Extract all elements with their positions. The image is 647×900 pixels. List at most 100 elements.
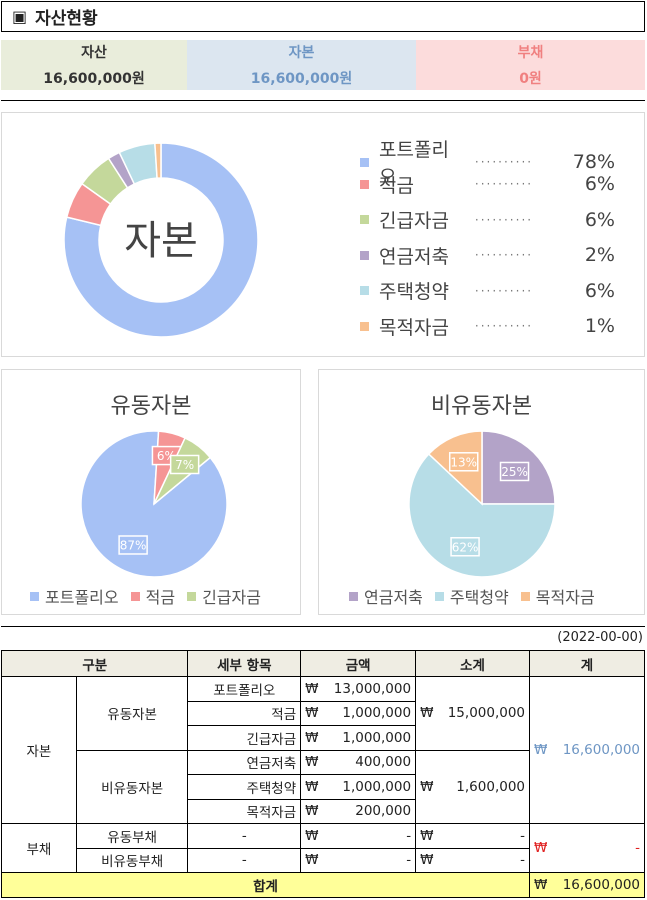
asset-table: 구분 세부 항목 금액 소계 계 자본 유동자본 포트폴리오 ₩13,000,0… xyxy=(0,650,645,898)
legend-label: 목적자금 xyxy=(535,588,595,607)
table-row: 목적자금 ₩200,000 xyxy=(2,798,645,824)
table-row: 긴급자금 ₩1,000,000 xyxy=(2,725,645,751)
table-row: 비유동부채 - ₩ - ₩ - xyxy=(2,847,645,873)
nonliquid-legend: 연금저축 주택청약 목적자금 xyxy=(349,584,595,608)
legend-swatch xyxy=(30,591,39,601)
amount-nonliquid-debt: ₩ - xyxy=(300,847,417,873)
legend-value: 6% xyxy=(584,279,615,302)
total-debt: ₩ - xyxy=(529,823,645,873)
summary-capital: 자본 16,600,000원 xyxy=(187,40,416,90)
subtotal-nonliquid-debt: ₩ - xyxy=(415,847,531,873)
header-amount: 금액 xyxy=(300,650,417,677)
legend-swatch xyxy=(360,157,369,167)
total-value: - xyxy=(635,840,640,856)
legend-label: 목적자금 xyxy=(379,316,449,339)
item-emergency: 긴급자금 xyxy=(187,725,302,751)
legend-item: 긴급자금 xyxy=(187,584,261,608)
subtotal-liquid: ₩15,000,000 xyxy=(415,676,531,751)
pie-label-box xyxy=(448,452,479,472)
summary-debt-label: 부채 xyxy=(517,45,544,61)
legend-item: 포트폴리오 ·········· 78% xyxy=(360,135,615,189)
amount-value: 13,000,000 xyxy=(333,680,412,697)
header-subtotal: 소계 xyxy=(415,650,531,677)
subtotal-nonliquid: ₩1,600,000 xyxy=(415,749,531,824)
divider xyxy=(1,100,645,101)
summary-asset: 자산 16,600,000원 xyxy=(1,40,187,90)
currency-symbol: ₩ xyxy=(305,680,319,697)
amount-portfolio: ₩13,000,000 xyxy=(300,676,417,702)
legend-dots: ·········· xyxy=(474,319,534,333)
nonliquid-chart-panel: 비유동자본 25% 62% 13% 연금저축 주택청약 목적자금 xyxy=(318,369,645,615)
total-label: 합계 xyxy=(0,872,531,898)
pie-slice-1 xyxy=(408,452,556,578)
currency-symbol: ₩ xyxy=(420,827,434,844)
summary-capital-value: 16,600,000원 xyxy=(250,71,353,87)
subtotal-value: 1,600,000 xyxy=(456,778,526,795)
legend-swatch xyxy=(130,591,140,601)
subtotal-value: 15,000,000 xyxy=(447,705,526,722)
legend-label: 적금 xyxy=(379,174,414,197)
legend-swatch xyxy=(349,591,358,601)
amount-value: 400,000 xyxy=(355,754,412,771)
pie-label-box xyxy=(450,537,480,557)
legend-item: 긴급자금 ·········· 6% xyxy=(360,206,615,233)
page-title: 자산현황 xyxy=(35,9,98,29)
grand-total: ₩16,600,000 xyxy=(529,872,645,898)
nonliquid-pie-chart: 25% 62% 13% xyxy=(408,430,556,578)
currency-symbol: ₩ xyxy=(420,705,434,722)
currency-symbol: ₩ xyxy=(305,778,319,795)
item-liquid-debt: - xyxy=(187,823,302,849)
sub-liquid: 유동자본 xyxy=(75,676,189,751)
legend-swatch xyxy=(187,591,197,601)
amount-value: 1,000,000 xyxy=(342,705,412,722)
legend-item: 목적자금 xyxy=(520,584,595,608)
group-capital: 자본 xyxy=(1,676,77,824)
item-purpose: 목적자금 xyxy=(187,798,302,824)
liquid-chart-panel: 유동자본 87% 6% 7% 포트폴리오 적금 긴급자금 xyxy=(1,369,301,615)
legend-label: 주택청약 xyxy=(449,588,509,607)
legend-item: 적금 ·········· 6% xyxy=(360,171,615,198)
legend-item: 연금저축 ·········· 2% xyxy=(360,242,615,269)
legend-value: 1% xyxy=(584,315,615,337)
legend-item: 주택청약 xyxy=(434,584,509,608)
legend-label: 연금저축 xyxy=(379,245,449,268)
legend-label: 주택청약 xyxy=(379,281,449,303)
table-total-row: 합계 ₩16,600,000 xyxy=(0,872,645,898)
header-total: 계 xyxy=(529,650,645,677)
nonliquid-chart-title: 비유동자본 xyxy=(430,394,533,419)
summary-asset-value: 16,600,000원 xyxy=(43,71,145,87)
currency-symbol: ₩ xyxy=(305,754,319,771)
currency-symbol: ₩ xyxy=(305,827,319,844)
amount-purpose: ₩200,000 xyxy=(300,798,417,824)
pie-data-label: 7% xyxy=(175,458,194,472)
amount-value: 1,000,000 xyxy=(342,729,412,746)
liquid-chart-title: 유동자본 xyxy=(110,394,192,419)
summary-bar: 자산 16,600,000원 자본 16,600,000원 부채 0원 xyxy=(1,40,645,90)
legend-swatch xyxy=(360,179,369,189)
square-icon: ▣ xyxy=(12,7,28,26)
legend-label: 긴급자금 xyxy=(379,210,449,232)
table-row: 비유동자본 연금저축 ₩400,000 ₩1,600,000 xyxy=(2,749,645,824)
legend-swatch xyxy=(434,591,444,601)
sub-nonliquid-debt: 비유동부채 xyxy=(75,847,189,873)
legend-label: 적금 xyxy=(145,588,176,607)
amount-savings: ₩1,000,000 xyxy=(300,700,417,726)
divider xyxy=(1,626,645,627)
table-header-row: 구분 세부 항목 금액 소계 계 xyxy=(0,650,645,677)
currency-symbol: ₩ xyxy=(305,852,319,869)
summary-asset-label: 자산 xyxy=(81,45,107,61)
subtotal-value: - xyxy=(520,852,526,869)
donut-slice-5 xyxy=(154,142,162,179)
item-nonliquid-debt: - xyxy=(187,847,302,873)
legend-label: 포트폴리오 xyxy=(45,588,119,607)
item-housing: 주택청약 xyxy=(187,774,302,800)
donut-center-label: 자본 xyxy=(124,218,198,264)
legend-swatch xyxy=(360,215,369,224)
table-row: 부채 유동부채 - ₩ - ₩ - ₩ - xyxy=(1,823,645,873)
legend-dots: ·········· xyxy=(474,155,534,169)
subtotal-liquid-debt: ₩ - xyxy=(415,823,531,849)
sub-liquid-debt: 유동부채 xyxy=(75,823,189,849)
amount-value: 200,000 xyxy=(355,803,412,820)
summary-debt-value: 0원 xyxy=(519,71,542,87)
date-label: (2022-00-00) xyxy=(557,630,643,645)
